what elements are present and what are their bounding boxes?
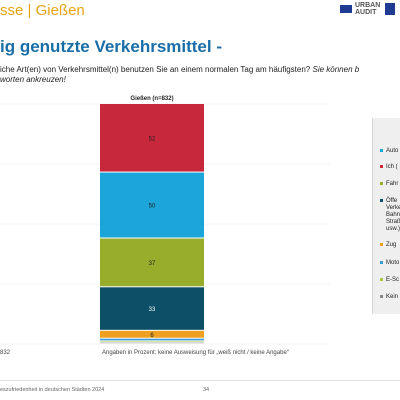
page-number: 34 [203,387,210,393]
legend-item: Moto [380,260,399,267]
sample-size: 832 [0,350,11,356]
legend-swatch [380,261,383,264]
data-label: 50 [149,204,156,210]
legend-swatch [380,278,383,281]
data-label: 33 [149,307,156,313]
legend-item: Fahr [380,181,398,188]
legend-item: E-Sc [380,277,399,284]
data-label: 37 [149,261,156,267]
legend-label: Fahr [386,181,399,187]
bar-segment-kein [100,342,204,344]
legend-swatch [380,149,383,152]
legend-item: Öffe Verkel Bahn, Straße usw.) [380,198,400,233]
data-label: 52 [149,136,156,142]
legend-swatch [380,199,383,202]
footer-divider [0,380,400,381]
legend-label: Zug [386,242,397,248]
legend-label: Öffe Verkel Bahn, Straße usw.) [386,198,400,232]
legend-label: Moto [386,260,400,266]
bar-segment-fahr [100,238,204,287]
question-hint-line2: worten ankreuzen! [0,75,66,84]
legend-swatch [380,295,383,298]
survey-question: iche Art(en) von Verkehrsmittel(n) benut… [0,65,359,85]
chart-title: Gießen (n=832) [130,96,173,102]
bar-segment-e-sc [100,341,204,342]
legend-swatch [380,182,383,185]
logo-text: URBAN AUDIT [355,2,381,16]
legend-item: Zug [380,242,396,249]
legend-item: Ich ( [380,164,398,171]
legend-item: Auto [380,148,398,155]
data-label: 6 [150,333,154,339]
question-text: iche Art(en) von Verkehrsmittel(n) benut… [0,65,311,74]
footnote: Angaben in Prozent; keine Ausweisung für… [102,350,289,356]
bar-segment-ich [100,172,204,238]
legend-swatch [380,243,383,246]
bar-segment-auto [100,104,204,172]
legend-label: Kein [386,294,399,300]
legend-label: Ich ( [386,164,398,170]
footer-source: eszufriedenheit in deutschen Städten 202… [0,387,105,393]
legend-label: Auto [386,148,399,154]
urban-audit-logo: URBAN AUDIT [340,2,396,16]
legend-item: Kein [380,294,398,301]
legend-label: E-Sc [386,277,400,283]
question-hint: Sie können b [312,65,360,74]
logo-badge-icon [385,3,396,15]
chart-legend: Auto Ich ( Fahr Öffe Verkel Bahn, Straße us… [372,118,400,314]
bar-segment-moto [100,338,204,341]
header-title: sse | Gießen [0,2,85,19]
eu-flag-icon [340,5,352,13]
page-title: ig genutzte Verkehrsmittel - [0,37,222,56]
bar-segment--ffe [100,287,204,330]
legend-swatch [380,165,383,168]
bar-segment-zug [100,330,204,338]
